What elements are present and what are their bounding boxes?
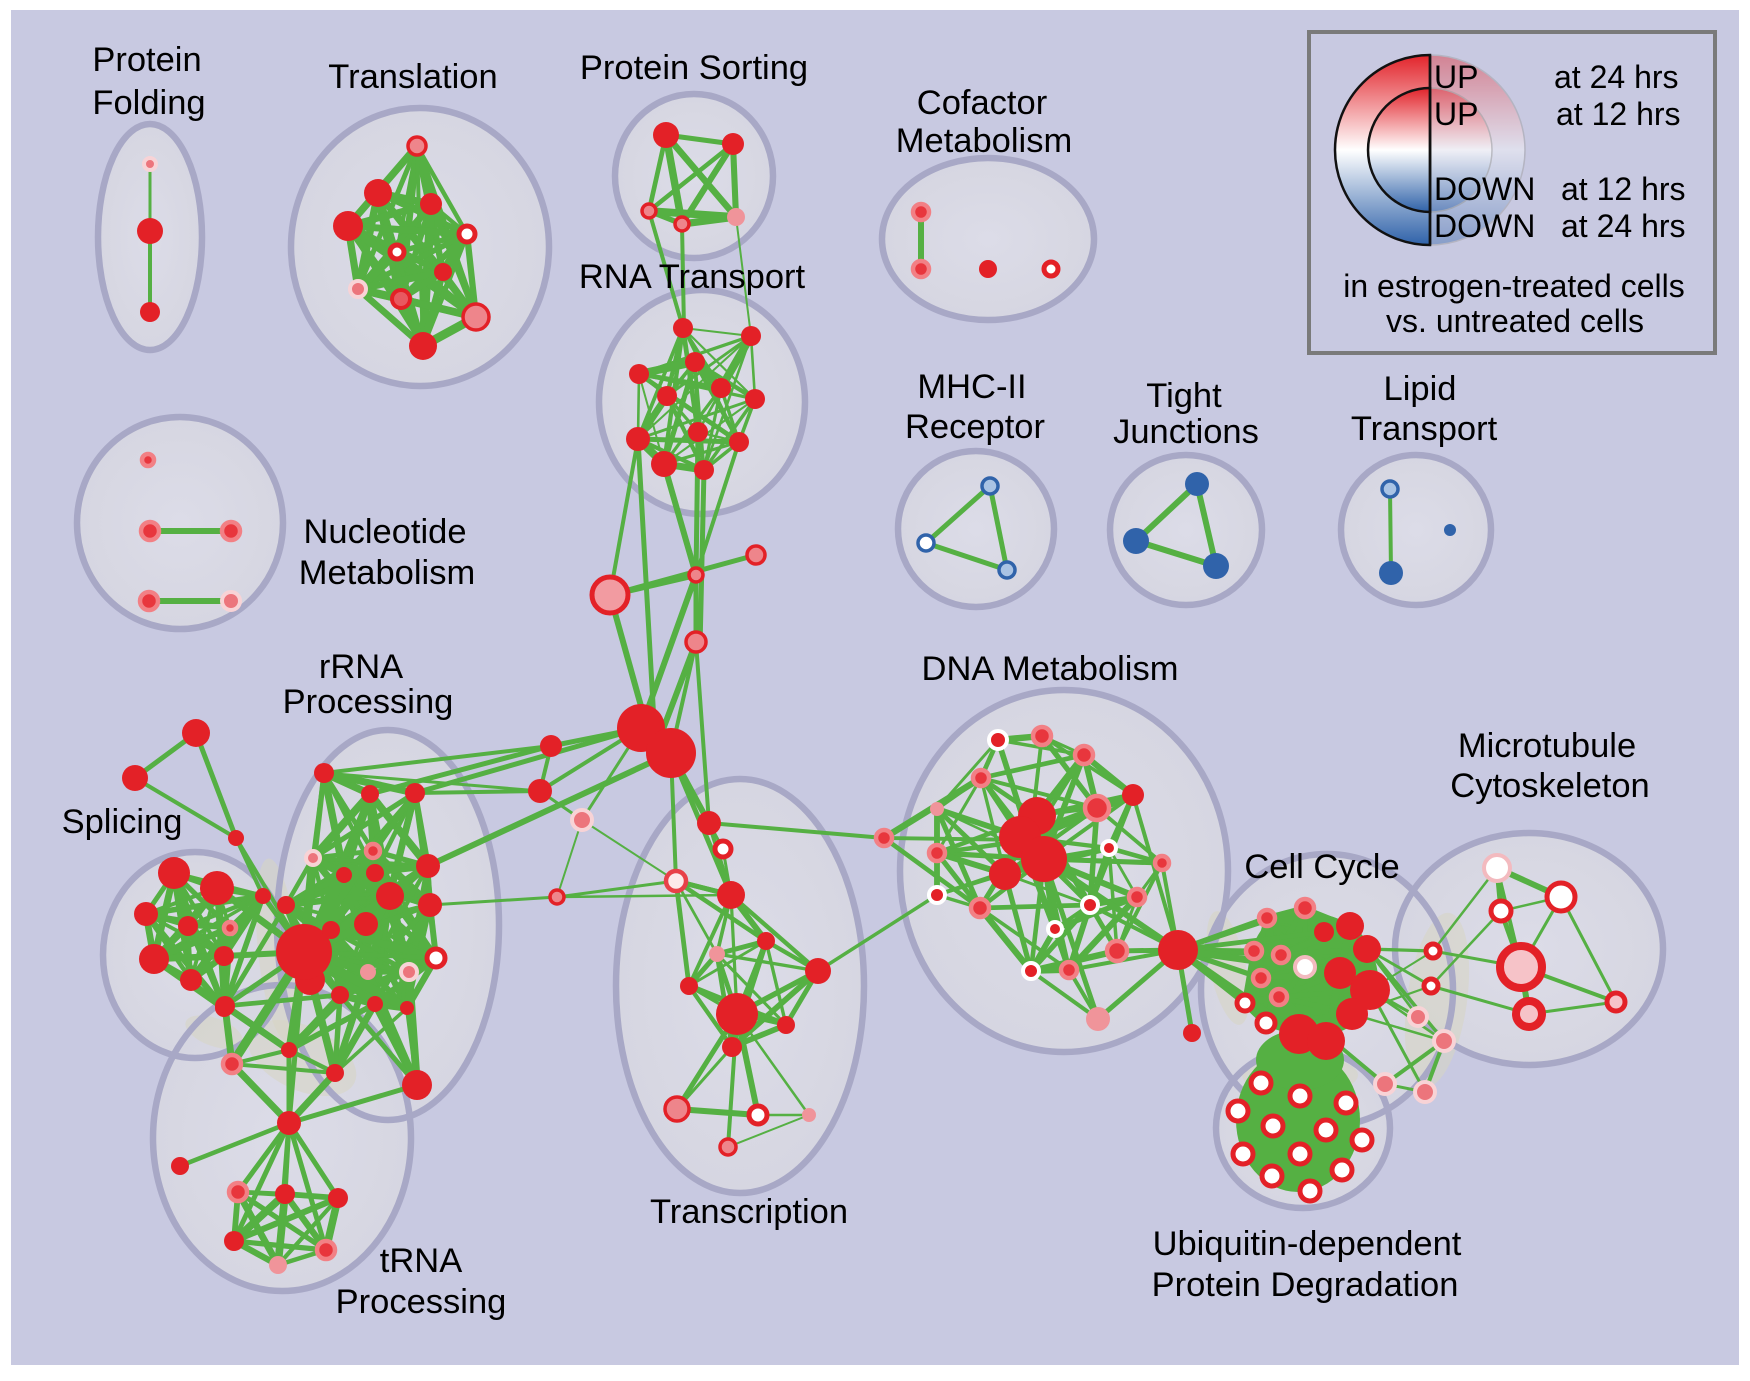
svg-text:Tight: Tight xyxy=(1146,377,1222,415)
svg-text:rRNA: rRNA xyxy=(319,648,403,686)
svg-text:Processing: Processing xyxy=(283,683,454,721)
svg-text:Microtubule: Microtubule xyxy=(1458,727,1636,765)
svg-text:Junctions: Junctions xyxy=(1113,413,1259,451)
svg-text:at 12 hrs: at 12 hrs xyxy=(1556,96,1681,132)
svg-text:at 24 hrs: at 24 hrs xyxy=(1561,208,1686,244)
svg-text:UP: UP xyxy=(1434,96,1478,132)
svg-text:Metabolism: Metabolism xyxy=(299,554,475,592)
svg-text:MHC-II: MHC-II xyxy=(917,368,1026,406)
svg-text:Folding: Folding xyxy=(92,84,205,122)
svg-text:Ubiquitin-dependent: Ubiquitin-dependent xyxy=(1153,1225,1462,1263)
svg-text:Transcription: Transcription xyxy=(650,1193,848,1231)
svg-text:Cytoskeleton: Cytoskeleton xyxy=(1450,767,1649,805)
svg-text:Transport: Transport xyxy=(1351,410,1498,448)
svg-text:vs. untreated cells: vs. untreated cells xyxy=(1386,303,1644,339)
svg-text:DOWN: DOWN xyxy=(1434,171,1535,207)
svg-text:Protein Degradation: Protein Degradation xyxy=(1152,1266,1459,1304)
svg-text:at 24 hrs: at 24 hrs xyxy=(1554,59,1679,95)
svg-text:Receptor: Receptor xyxy=(905,408,1045,446)
svg-text:DOWN: DOWN xyxy=(1434,208,1535,244)
svg-text:Splicing: Splicing xyxy=(62,803,183,841)
svg-text:Cell Cycle: Cell Cycle xyxy=(1244,848,1399,886)
svg-text:in estrogen-treated cells: in estrogen-treated cells xyxy=(1343,268,1685,304)
svg-text:at 12 hrs: at 12 hrs xyxy=(1561,171,1686,207)
svg-text:tRNA: tRNA xyxy=(380,1242,462,1280)
svg-text:DNA Metabolism: DNA Metabolism xyxy=(922,650,1179,688)
svg-text:UP: UP xyxy=(1434,59,1478,95)
svg-text:Protein: Protein xyxy=(92,41,201,79)
svg-text:Nucleotide: Nucleotide xyxy=(303,513,466,551)
svg-text:RNA Transport: RNA Transport xyxy=(579,258,806,296)
svg-text:Translation: Translation xyxy=(328,58,497,96)
svg-text:Cofactor: Cofactor xyxy=(917,84,1047,122)
svg-text:Protein Sorting: Protein Sorting xyxy=(580,49,808,87)
svg-text:Metabolism: Metabolism xyxy=(896,122,1072,160)
svg-text:Processing: Processing xyxy=(336,1283,507,1321)
svg-text:Lipid: Lipid xyxy=(1384,370,1457,408)
